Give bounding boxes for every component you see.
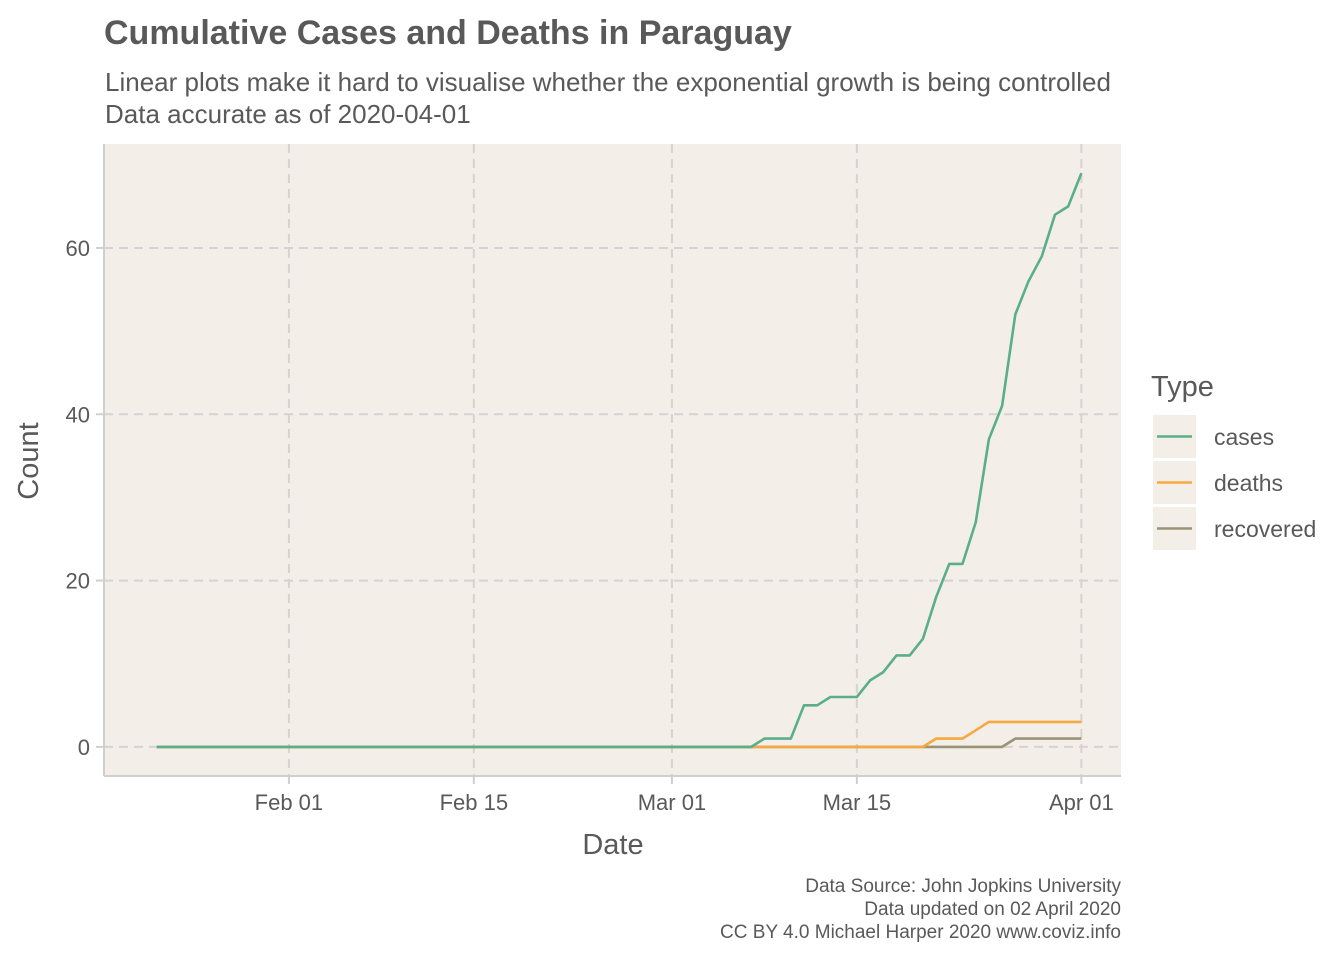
x-tick-label: Feb 15 [440, 790, 509, 815]
chart-subtitle-line-2: Data accurate as of 2020-04-01 [105, 99, 471, 129]
y-axis-title: Count [13, 422, 45, 499]
x-tick-label: Mar 15 [823, 790, 891, 815]
series-line-cases [156, 172, 1083, 749]
plot-panel [104, 144, 1121, 776]
y-tick-label: 40 [66, 402, 90, 427]
chart-subtitle-line-1: Linear plots make it hard to visualise w… [105, 67, 1111, 97]
series-lines [156, 172, 1083, 749]
legend: cases deaths recovered [1153, 415, 1316, 550]
legend-label-deaths: deaths [1214, 470, 1283, 496]
series-line-deaths [156, 720, 1082, 749]
legend-title: Type [1151, 371, 1214, 403]
legend-item-cases: cases [1153, 415, 1274, 458]
y-tick-label: 0 [78, 735, 90, 760]
legend-item-deaths: deaths [1153, 461, 1283, 504]
chart-title: Cumulative Cases and Deaths in Paraguay [104, 14, 792, 52]
axes [96, 144, 1121, 784]
caption-line-1: Data Source: John Jopkins University [805, 876, 1121, 897]
tick-labels: Feb 01 Feb 15 Mar 01 Mar 15 Apr 01 0 20 40 60 [66, 236, 1114, 815]
x-tick-label: Feb 01 [255, 790, 324, 815]
legend-label-recovered: recovered [1214, 516, 1316, 542]
caption-line-2: Data updated on 02 April 2020 [864, 899, 1121, 920]
x-axis-title: Date [582, 829, 643, 861]
x-tick-label: Apr 01 [1049, 790, 1114, 815]
y-tick-label: 20 [66, 569, 90, 594]
y-tick-label: 60 [66, 236, 90, 261]
legend-label-cases: cases [1214, 424, 1274, 450]
legend-item-recovered: recovered [1153, 507, 1316, 550]
caption-line-3: CC BY 4.0 Michael Harper 2020 www.coviz.… [720, 922, 1121, 943]
x-tick-label: Mar 01 [638, 790, 706, 815]
